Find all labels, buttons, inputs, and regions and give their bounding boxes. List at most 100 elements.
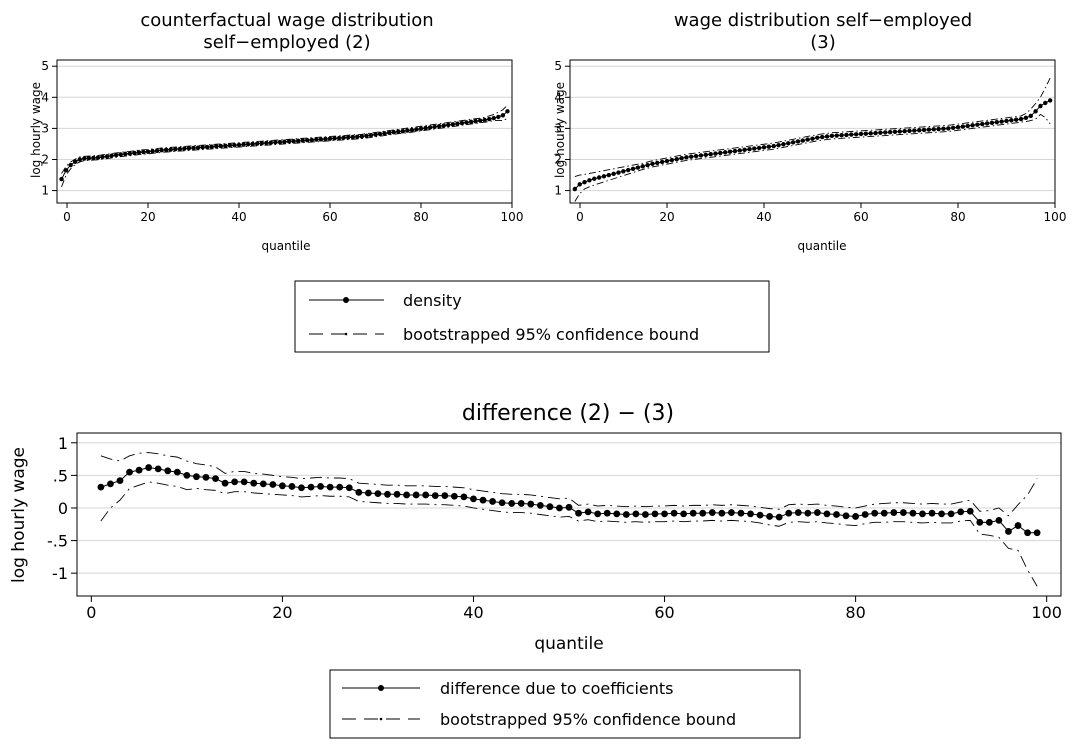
chart3-point [995, 516, 1003, 524]
chart3-point [622, 511, 630, 518]
chart1-point [264, 140, 269, 146]
chart3-point [336, 483, 344, 491]
chart2-point [975, 122, 980, 127]
chart2-point [669, 157, 675, 163]
chart1-point [113, 152, 119, 158]
chart3-point [250, 479, 258, 487]
chart1-xtick-label: 20 [140, 210, 155, 224]
chart3-point [546, 503, 554, 511]
chart1-point [273, 140, 278, 145]
chart3-xtick-label: 100 [1031, 603, 1062, 622]
chart1-subtitle: self−employed (2) [203, 32, 370, 53]
chart2-point [800, 138, 805, 143]
chart3-ytick-label: .5 [53, 466, 68, 485]
chart1-ytick-label: 2 [41, 152, 49, 166]
chart2-point [732, 148, 738, 154]
chart1-point [318, 137, 324, 142]
chart3-point [603, 509, 611, 517]
chart3-point [1033, 529, 1041, 537]
chart2-point [761, 145, 767, 150]
chart1-point [159, 147, 164, 153]
chart3-plot: 1 .5 0 -.5 -1 0 20 40 60 80 100 [47, 432, 1062, 622]
chart3-point [661, 510, 668, 518]
chart3-point [221, 479, 229, 487]
chart2-point [650, 161, 655, 167]
chart2-point [771, 143, 776, 149]
chart3-point [718, 509, 726, 517]
chart2-point [626, 167, 631, 173]
chart2-point [655, 160, 660, 166]
chart3-point [145, 464, 153, 471]
chart3-point [794, 509, 802, 516]
chart3-point [813, 509, 821, 516]
chart1-point [277, 139, 283, 145]
chart1-point [109, 153, 114, 158]
chart2-ytick-label: 3 [554, 121, 562, 135]
chart2-point [820, 134, 825, 140]
chart3-point [880, 509, 888, 517]
chart3-point [317, 483, 325, 490]
chart3-point [259, 480, 267, 488]
chart2-point [795, 139, 801, 144]
chart1-point [377, 131, 383, 137]
chart3-ytick-label: 1 [58, 434, 68, 453]
chart1-point [396, 129, 401, 134]
chart1-point [459, 120, 465, 126]
chart2-point [868, 131, 873, 136]
chart1-plot: 1 2 3 4 5 20 40 60 80 100 0 [41, 59, 523, 224]
legend-top-density-dot [343, 297, 349, 303]
chart3-point [947, 510, 955, 518]
chart3-point [976, 518, 984, 526]
chart2-point [1028, 113, 1033, 119]
chart2-xtick-label: 40 [756, 210, 771, 224]
chart2-point [1023, 115, 1029, 121]
chart2-xtick-label: 100 [1044, 210, 1067, 224]
chart1-point [295, 138, 301, 144]
chart3-point [842, 512, 850, 520]
chart1-point [373, 132, 378, 137]
chart2-point [1047, 98, 1053, 103]
chart3-point [708, 509, 716, 516]
chart3-point [450, 492, 458, 500]
chart3-point [680, 510, 688, 518]
chart1-point [500, 113, 506, 118]
chart3-point [489, 498, 496, 505]
chart1-point [91, 155, 96, 161]
chart1-point [104, 154, 110, 159]
chart2-point [834, 133, 839, 138]
chart1-point [400, 128, 405, 134]
chart3-point [871, 509, 879, 517]
chart1-point [496, 114, 501, 120]
chart3-point [890, 509, 898, 516]
chart1-point [327, 136, 333, 141]
chart2-point [572, 186, 578, 192]
chart1-point [305, 138, 310, 143]
chart2-xlabel: quantile [798, 239, 847, 253]
chart2-point [950, 125, 956, 130]
chart3-xtick-label: 60 [654, 603, 674, 622]
chart2-point [606, 172, 611, 178]
chart1-point [63, 168, 69, 173]
chart2-ytick-label: 5 [554, 59, 562, 73]
chart3-point [279, 482, 286, 490]
chart2-title: wage distribution self−employed [674, 10, 972, 31]
chart1-point [145, 149, 151, 154]
chart2-point [1014, 117, 1019, 122]
chart1-point [255, 141, 260, 146]
chart1-point [437, 124, 442, 129]
chart3-point [527, 500, 535, 508]
chart1-point [209, 144, 214, 149]
chart2-series-ci-bound-line [574, 113, 1051, 202]
chart3-point [632, 510, 640, 518]
chart1-point [236, 142, 242, 148]
chart2-point [810, 136, 815, 141]
chart1-ytick-label: 3 [41, 121, 49, 135]
chart1-point [127, 151, 132, 156]
chart3-point [384, 490, 391, 498]
chart1-point [200, 145, 205, 150]
chart1-point [164, 147, 169, 153]
chart1-point [368, 133, 374, 138]
chart1-point [195, 145, 201, 150]
chart3-point [173, 468, 181, 476]
